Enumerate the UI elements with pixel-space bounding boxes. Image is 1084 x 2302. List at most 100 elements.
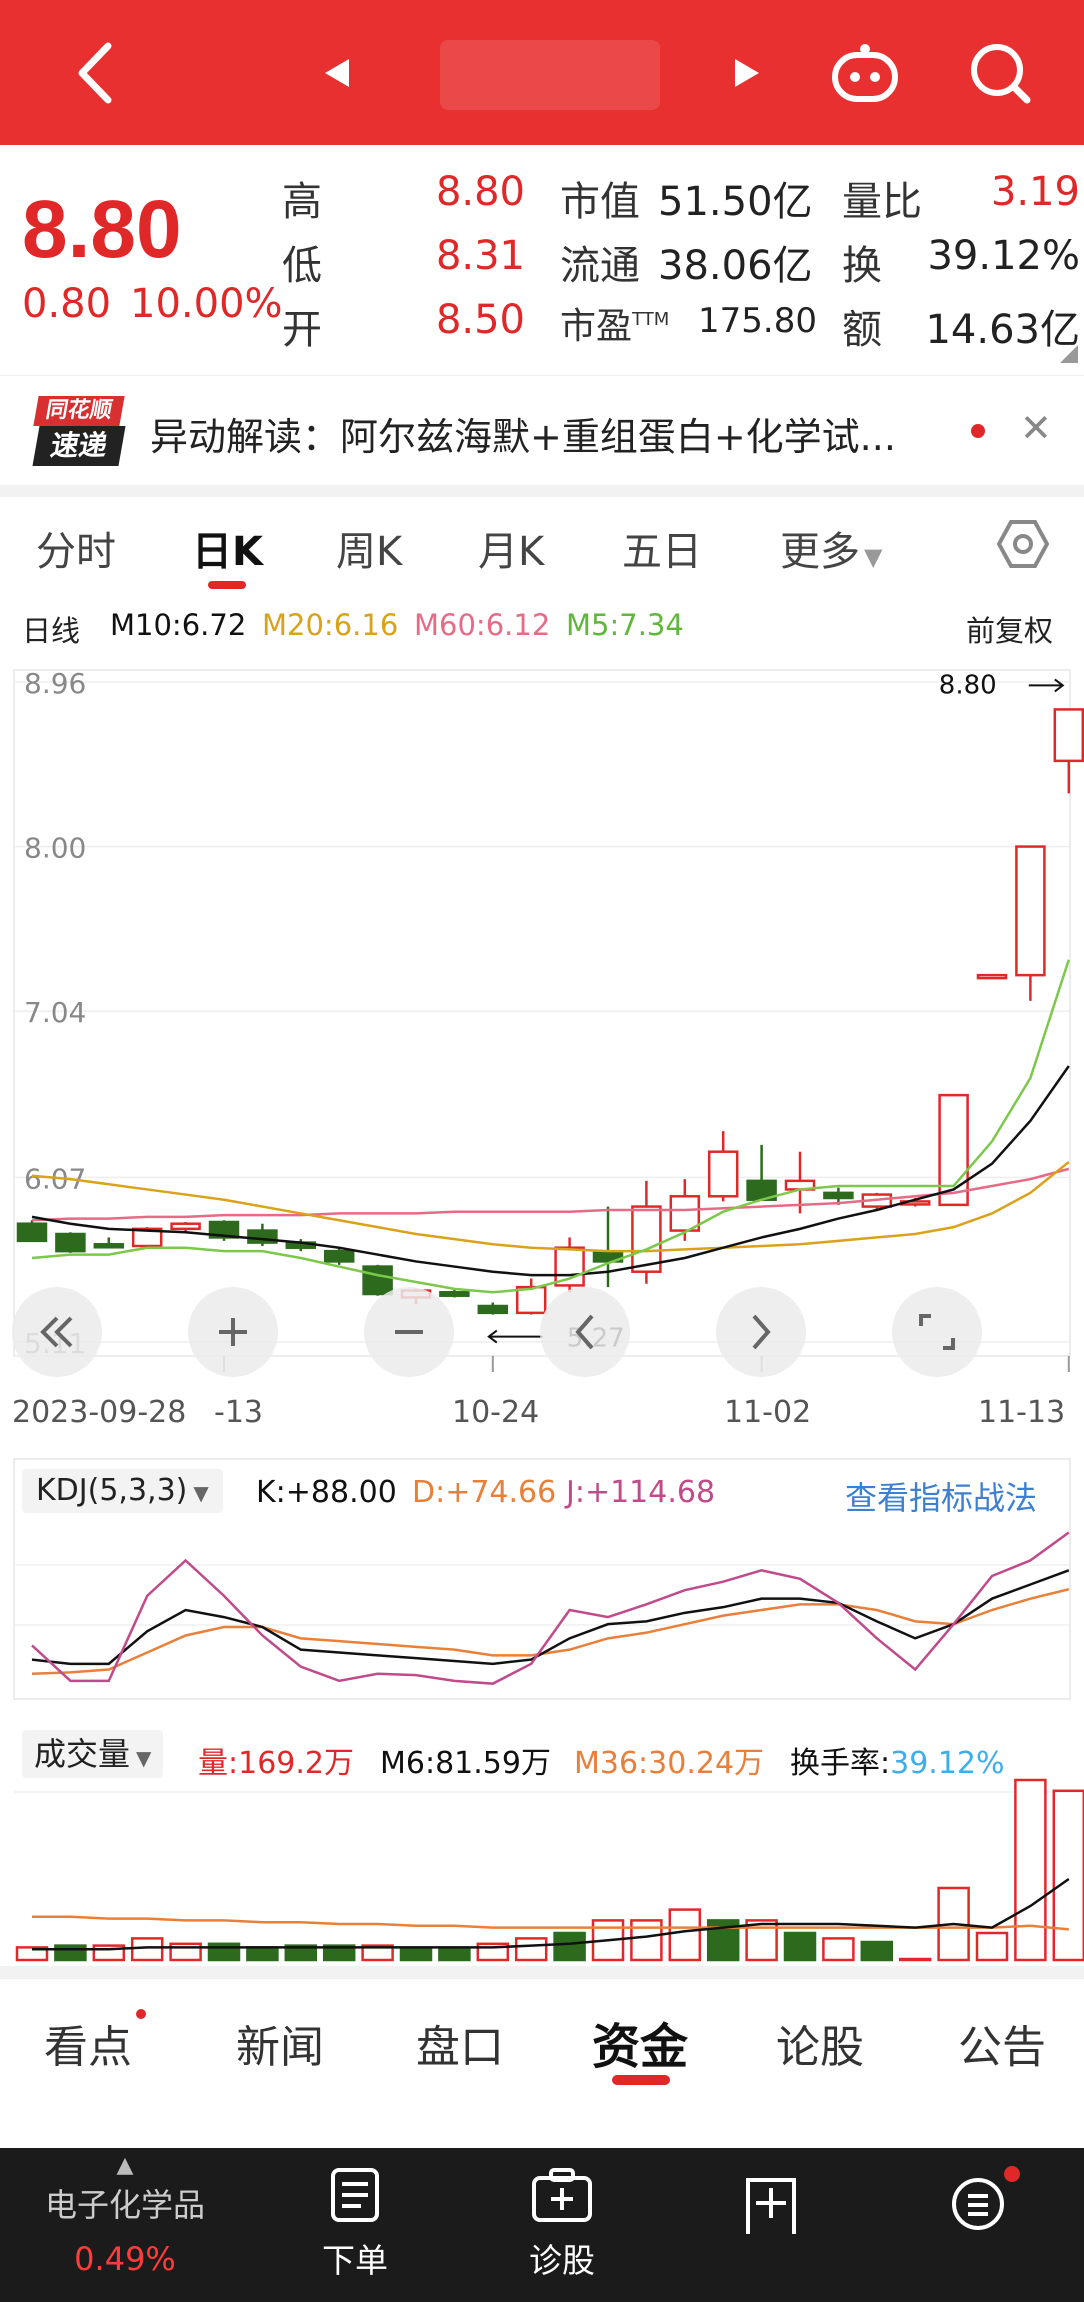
sector-button[interactable]: ▲ 电子化学品 0.49% xyxy=(20,2155,230,2279)
volume-bar xyxy=(668,1908,702,1962)
ma-legend: 日线 M10:6.72 M20:6.16 M60:6.12 M5:7.34 前复… xyxy=(0,598,1084,650)
prev-stock-icon[interactable] xyxy=(292,28,382,118)
indicator-strategy-link[interactable]: 查看指标战法 xyxy=(845,1479,1038,1517)
expand-corner-icon[interactable] xyxy=(1060,345,1078,363)
volume-selector[interactable]: 成交量 ▼ xyxy=(22,1730,164,1778)
back-icon[interactable] xyxy=(50,28,140,118)
zoom-in-icon[interactable] xyxy=(188,1287,278,1377)
fullscreen-icon[interactable] xyxy=(892,1287,982,1377)
add-watchlist-icon[interactable] xyxy=(746,2178,796,2234)
volume-bar xyxy=(1014,1778,1047,1962)
kdj-selector[interactable]: KDJ(5,3,3) ▼ xyxy=(22,1469,223,1513)
volume-bar xyxy=(246,1946,279,1962)
volume-ratio-value: 3.19 xyxy=(990,169,1080,215)
kdj-d: D:+74.66 xyxy=(412,1475,557,1510)
diagnose-label: 诊股 xyxy=(529,2241,595,2280)
ma10-line xyxy=(31,1065,1070,1277)
tab-daily-k[interactable]: 日K xyxy=(192,529,263,575)
tab-more[interactable]: 更多 ▼ xyxy=(780,519,882,577)
zoom-out-icon[interactable] xyxy=(364,1287,454,1377)
candle-body xyxy=(323,1249,355,1263)
scroll-right-icon[interactable] xyxy=(716,1287,806,1377)
btab-capital[interactable]: 资金 xyxy=(592,2019,689,2075)
diagnose-button[interactable]: 诊股 xyxy=(507,2166,617,2282)
caret-down-icon: ▼ xyxy=(136,1746,152,1770)
kdj-j-line xyxy=(31,1531,1070,1685)
float-value: 38.06亿 xyxy=(658,243,813,289)
ma5-line xyxy=(31,959,1070,1294)
next-stock-icon[interactable] xyxy=(702,28,792,118)
volume-bar xyxy=(745,1919,778,1962)
max-price-marker: 8.80 xyxy=(939,670,997,700)
kdj-svg xyxy=(13,1458,1071,1700)
turnover-label: 换 xyxy=(842,243,882,289)
adjust-mode[interactable]: 前复权 xyxy=(966,614,1054,648)
unread-dot xyxy=(136,2009,146,2019)
volume-bar xyxy=(284,1944,318,1962)
candle-body xyxy=(1015,845,1046,977)
news-logo: 同花顺 速递 xyxy=(32,396,126,466)
fast-back-icon[interactable] xyxy=(12,1287,102,1377)
volume-m6-line xyxy=(32,1877,1070,1951)
candle-body xyxy=(131,1227,163,1248)
tab-weekly-k[interactable]: 周K xyxy=(336,529,403,575)
scroll-left-icon[interactable] xyxy=(540,1287,630,1377)
candle-body xyxy=(477,1304,509,1315)
tab-five-day[interactable]: 五日 xyxy=(622,529,702,575)
open-label: 开 xyxy=(282,307,322,353)
diagnose-kit-icon xyxy=(532,2168,592,2222)
volume-bar xyxy=(898,1957,932,1962)
ma60-line xyxy=(31,1167,1070,1222)
last-price: 8.80 xyxy=(22,184,182,275)
btab-active-indicator xyxy=(612,2075,670,2085)
candle-body xyxy=(1053,708,1084,763)
news-banner[interactable]: 同花顺 速递 异动解读：阿尔兹海默+重组蛋白+化学试... ✕ xyxy=(0,375,1084,485)
volume-panel[interactable]: 成交量 ▼ 量:169.2万 M6:81.59万 M36:30.24万 换手率:3… xyxy=(0,1720,1084,1965)
order-button[interactable]: 下单 xyxy=(300,2166,410,2282)
btab-news[interactable]: 新闻 xyxy=(236,2022,324,2073)
candle-body xyxy=(362,1265,393,1296)
volume-bar xyxy=(322,1944,356,1962)
kline-chart[interactable]: 8.968.007.046.075.118.805.272023-09-28-1… xyxy=(0,650,1084,1435)
settings-hexagon-icon[interactable] xyxy=(996,517,1050,575)
search-icon[interactable] xyxy=(955,28,1045,118)
btab-highlights[interactable]: 看点 xyxy=(44,2022,132,2073)
volume-bar xyxy=(514,1937,548,1962)
kdj-title: KDJ(5,3,3) xyxy=(36,1473,188,1508)
candle-body xyxy=(208,1220,240,1239)
caret-down-icon: ▼ xyxy=(864,543,883,571)
float-label: 流通 xyxy=(560,243,640,289)
volume-bar xyxy=(15,1946,49,1962)
y-tick-label: 8.96 xyxy=(24,667,86,700)
kdj-panel[interactable]: KDJ(5,3,3) ▼ K:+88.00 D:+74.66 J:+114.68 … xyxy=(0,1455,1084,1705)
high-label: 高 xyxy=(282,179,322,225)
sector-name: 电子化学品 xyxy=(44,2186,205,2224)
order-label: 下单 xyxy=(322,2241,388,2280)
candle-body xyxy=(707,1150,739,1198)
btab-discussion[interactable]: 论股 xyxy=(776,2022,864,2073)
x-tick-label: 11-13 xyxy=(978,1395,1065,1430)
x-tick-label: 11-02 xyxy=(724,1395,811,1430)
volume-ratio-label: 量比 xyxy=(842,179,922,225)
unread-dot xyxy=(971,424,985,438)
pe-label-sup: TTM xyxy=(632,309,670,330)
volume-bar xyxy=(54,1944,87,1962)
volume-value: 量:169.2万 xyxy=(198,1746,354,1781)
sector-pct: 0.49% xyxy=(74,2240,176,2278)
volume-bar xyxy=(361,1944,394,1962)
btab-announcements[interactable]: 公告 xyxy=(958,2022,1046,2073)
menu-icon[interactable] xyxy=(948,2166,1020,2242)
tab-intraday[interactable]: 分时 xyxy=(36,529,116,575)
btab-orderbook[interactable]: 盘口 xyxy=(416,2022,504,2073)
volume-bar xyxy=(130,1937,164,1962)
tab-monthly-k[interactable]: 月K xyxy=(478,529,545,575)
volume-title: 成交量 xyxy=(34,1735,131,1773)
candle-body xyxy=(515,1285,547,1315)
assistant-robot-icon[interactable] xyxy=(820,28,910,118)
kdj-d-line xyxy=(31,1588,1070,1675)
close-icon[interactable]: ✕ xyxy=(1020,406,1052,450)
legend-m5: M5:7.34 xyxy=(566,608,684,642)
legend-m60: M60:6.12 xyxy=(414,608,551,642)
kdj-k-line xyxy=(31,1569,1070,1666)
unread-dot xyxy=(1004,2166,1020,2182)
